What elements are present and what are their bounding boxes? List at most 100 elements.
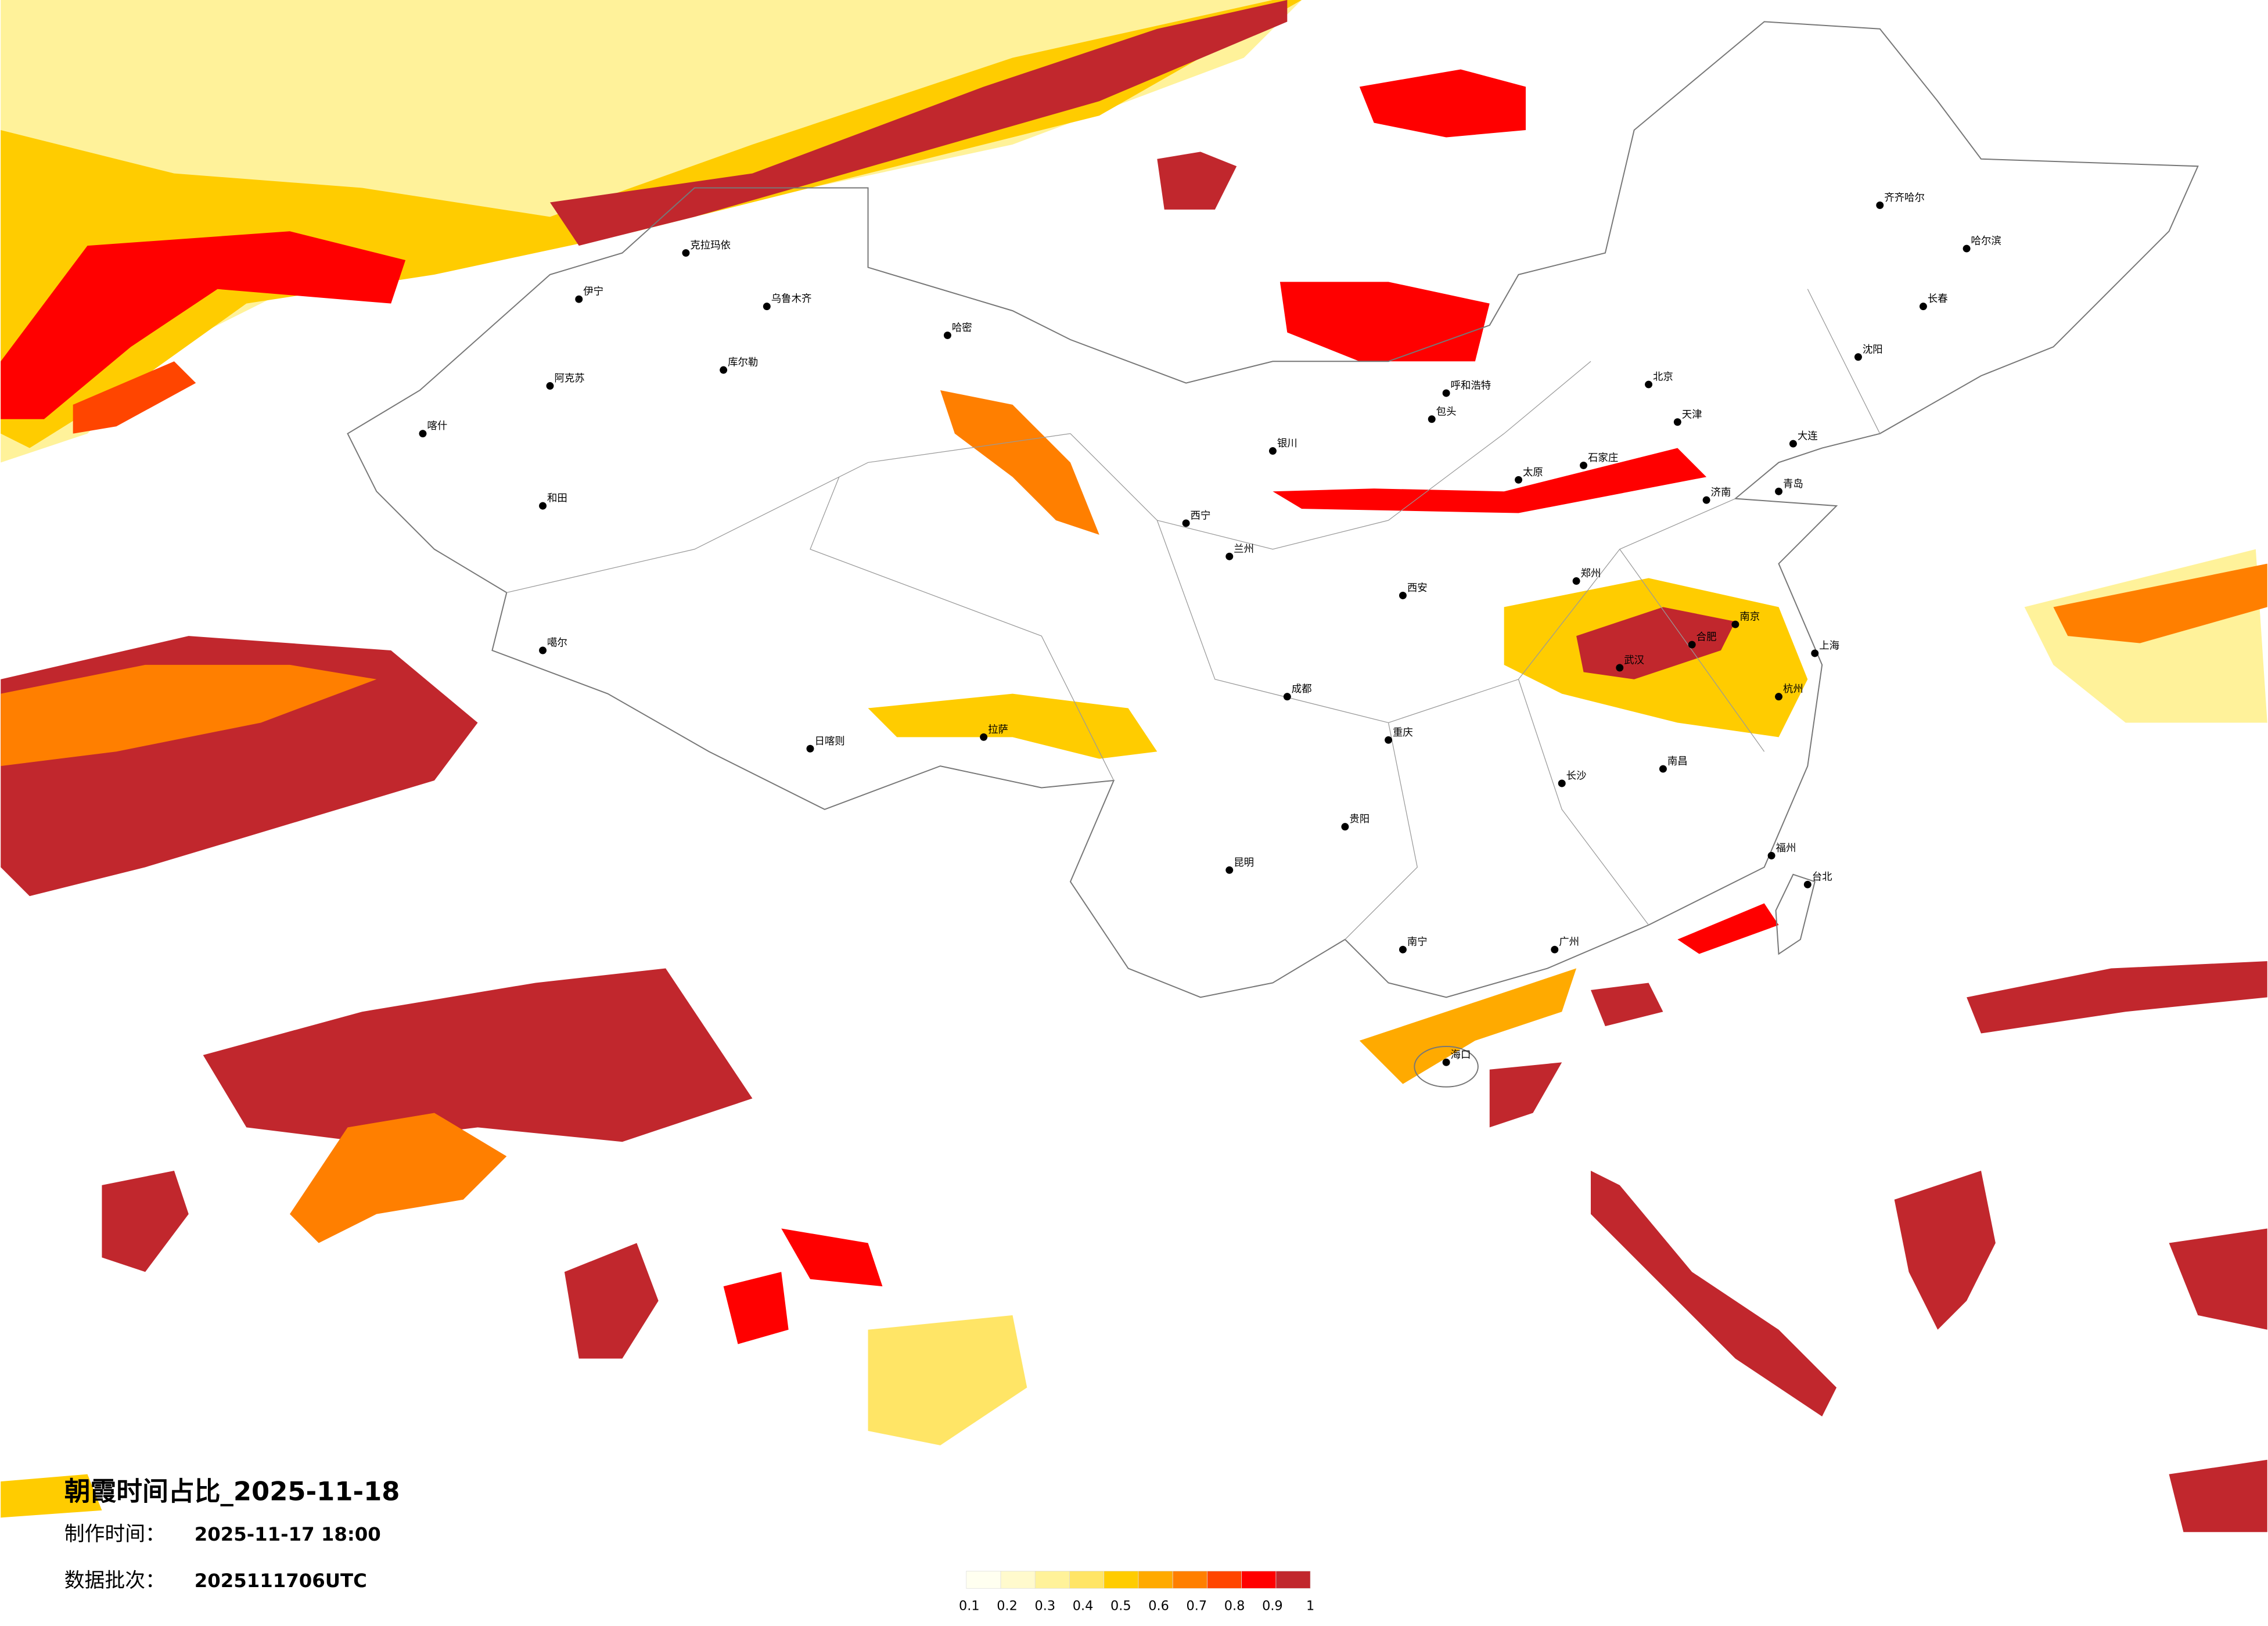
- city-label: 西安: [1407, 582, 1428, 594]
- city-label: 合肥: [1696, 632, 1717, 643]
- city-dot: [1442, 389, 1450, 397]
- legend-swatch: [1104, 1571, 1139, 1589]
- city-label: 伊宁: [583, 286, 603, 298]
- heat-patch: [73, 361, 196, 434]
- city-label: 沈阳: [1863, 344, 1883, 355]
- city-dot: [763, 303, 771, 311]
- heat-patch: [1157, 152, 1237, 210]
- city-dot: [1616, 664, 1624, 672]
- legend-swatch: [1207, 1571, 1242, 1589]
- heat-patch: [940, 390, 1099, 535]
- heat-patch: [723, 1272, 789, 1344]
- legend-tick: 0.4: [1073, 1599, 1094, 1614]
- batch: 2025111706UTC: [195, 1570, 367, 1592]
- city-label: 重庆: [1393, 727, 1413, 739]
- legend-swatch: [1172, 1571, 1207, 1589]
- city-label: 拉萨: [988, 724, 1008, 736]
- heat-patch: [781, 1228, 883, 1287]
- city-dot: [1399, 591, 1407, 599]
- heat-patch: [1279, 282, 1490, 362]
- city-label: 南京: [1739, 611, 1760, 623]
- heat-patch: [1359, 968, 1577, 1084]
- city-label: 福州: [1776, 843, 1796, 854]
- title: 朝霞时间占比_2025-11-18: [64, 1476, 400, 1506]
- city-dot: [1659, 765, 1667, 773]
- city-label: 哈密: [952, 322, 972, 334]
- city-dot: [1428, 415, 1436, 423]
- city-dot: [943, 331, 951, 339]
- city-dot: [1283, 693, 1291, 701]
- city-label: 长春: [1928, 293, 1948, 305]
- city-label: 噶尔: [547, 638, 567, 649]
- city-dot: [1919, 303, 1927, 311]
- heat-patch: [549, 0, 1288, 246]
- heat-patch: [1967, 961, 2267, 1034]
- city-label: 海口: [1451, 1049, 1471, 1061]
- made-time: 2025-11-17 18:00: [195, 1523, 381, 1545]
- city-label: 银川: [1277, 438, 1297, 449]
- city-dot: [1572, 577, 1580, 585]
- heat-patch: [1, 1474, 102, 1518]
- heat-patch: [203, 968, 753, 1142]
- city-dot: [1876, 201, 1884, 209]
- city-dot: [1341, 823, 1349, 831]
- city-label: 乌鲁木齐: [771, 293, 812, 305]
- city-label: 杭州: [1783, 684, 1803, 695]
- city-label: 包头: [1436, 406, 1457, 418]
- heat-patch: [2169, 1228, 2267, 1330]
- heat-patch: [1, 664, 377, 767]
- city-label: 石家庄: [1588, 452, 1618, 464]
- city-label: 上海: [1819, 641, 1839, 652]
- city-dot: [1558, 779, 1566, 787]
- city-dot: [539, 502, 547, 510]
- legend-tick: 0.3: [1034, 1599, 1055, 1614]
- heat-patch: [564, 1243, 659, 1359]
- legend-tick: 0.5: [1110, 1599, 1131, 1614]
- legend-tick: 0.1: [959, 1599, 980, 1614]
- city-dot: [1385, 736, 1393, 744]
- legend-swatch: [1241, 1571, 1277, 1589]
- city-label: 兰州: [1234, 544, 1254, 555]
- city-dot: [1442, 1058, 1450, 1066]
- heat-patch: [1273, 448, 1707, 513]
- legend-tick: 0.2: [997, 1599, 1018, 1614]
- heat-patch: [868, 693, 1158, 759]
- city-dot: [1551, 945, 1559, 954]
- city-label: 武汉: [1624, 654, 1644, 666]
- city-label: 南宁: [1407, 937, 1428, 948]
- city-label: 齐齐哈尔: [1884, 192, 1925, 204]
- city-label: 贵阳: [1349, 814, 1370, 825]
- city-dot: [1854, 353, 1862, 361]
- city-dot: [1225, 866, 1234, 874]
- city-dot: [539, 646, 547, 654]
- heat-patch: [1, 231, 406, 419]
- city-dot: [1399, 945, 1407, 954]
- borders: [347, 21, 2199, 1088]
- legend-swatch: [1069, 1571, 1105, 1589]
- city-label: 西宁: [1191, 510, 1211, 522]
- city-dot: [1811, 649, 1819, 657]
- city-dot: [1515, 476, 1523, 484]
- heat-patch: [868, 1315, 1027, 1445]
- batch-label: 数据批次：: [64, 1569, 166, 1592]
- city-label: 呼和浩特: [1451, 380, 1491, 392]
- heat-patch: [1489, 1062, 1562, 1128]
- heat-layer: [1, 0, 2267, 1533]
- legend-swatch: [1034, 1571, 1070, 1589]
- legend: 0.1 0.2 0.3 0.4 0.5 0.6 0.7 0.8 0.9 1: [959, 1571, 1314, 1614]
- city-dot: [720, 366, 728, 374]
- legend-tick: 1: [1306, 1599, 1314, 1614]
- legend-swatch: [1000, 1571, 1036, 1589]
- taiwan: [1775, 873, 1816, 955]
- city-dot: [1767, 851, 1775, 859]
- city-label: 广州: [1559, 937, 1579, 948]
- heat-patch: [1677, 903, 1779, 954]
- city-dot: [1645, 380, 1653, 388]
- city-label: 台北: [1812, 872, 1832, 883]
- legend-tick: 0.7: [1187, 1599, 1207, 1614]
- city-label: 南昌: [1667, 756, 1688, 768]
- city-dot: [682, 249, 690, 257]
